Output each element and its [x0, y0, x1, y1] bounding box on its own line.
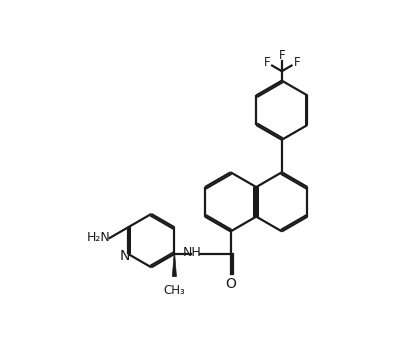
Text: NH: NH — [183, 246, 201, 259]
Text: F: F — [294, 56, 300, 69]
Text: O: O — [225, 276, 236, 291]
Text: N: N — [120, 249, 130, 263]
Text: F: F — [279, 49, 285, 62]
Polygon shape — [172, 254, 176, 276]
Text: H₂N: H₂N — [87, 232, 110, 244]
Text: F: F — [263, 56, 270, 69]
Text: CH₃: CH₃ — [164, 284, 185, 297]
